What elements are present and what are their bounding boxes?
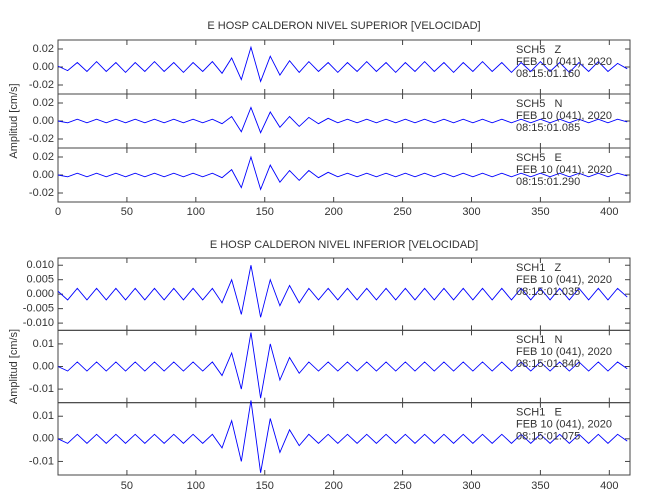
y-tick-label: 0.02	[33, 151, 54, 163]
x-tick-label: 400	[600, 206, 618, 218]
station-label: SCH1 Z	[516, 262, 562, 274]
waveform	[57, 155, 628, 191]
y-tick-label: 0.02	[33, 43, 54, 55]
y-tick-label: 0.00	[33, 360, 54, 372]
station-label: SCH1 E	[516, 407, 562, 419]
x-tick-label: 100	[187, 206, 205, 218]
time-label: 08:15:01.075	[516, 431, 580, 443]
x-tick-label: 200	[324, 206, 342, 218]
x-tick-label: 200	[324, 480, 342, 492]
date-label: FEB 10 (041), 2020	[516, 346, 612, 358]
waveform	[57, 332, 628, 399]
time-label: 08:15:01.085	[516, 122, 580, 134]
x-tick-label: 250	[393, 206, 411, 218]
y-axis-label: Amplitud [cm/s]	[8, 83, 20, 158]
time-label: 08:15:01.840	[516, 358, 580, 370]
date-label: FEB 10 (041), 2020	[516, 56, 612, 68]
date-label: FEB 10 (041), 2020	[516, 274, 612, 286]
y-tick-label: 0.005	[26, 274, 54, 286]
y-tick-label: 0.000	[26, 288, 54, 300]
station-label: SCH5 E	[516, 152, 562, 164]
waveform	[57, 265, 628, 318]
y-tick-label: -0.010	[23, 317, 54, 329]
station-label: SCH5 N	[516, 98, 563, 110]
x-tick-label: 350	[531, 206, 549, 218]
x-tick-label: 100	[187, 480, 205, 492]
y-tick-label: 0.00	[33, 115, 54, 127]
x-tick-label: 350	[531, 480, 549, 492]
x-tick-label: 150	[256, 480, 274, 492]
y-tick-label: -0.01	[29, 383, 54, 395]
time-label: 08:15:01.290	[516, 176, 580, 188]
waveform	[57, 400, 628, 473]
time-label: 08:15:01.160	[516, 68, 580, 80]
y-tick-label: -0.01	[29, 455, 54, 467]
y-tick-label: 0.01	[33, 410, 54, 422]
y-tick-label: -0.02	[29, 79, 54, 91]
x-tick-label: 150	[256, 206, 274, 218]
y-tick-label: 0.00	[33, 61, 54, 73]
x-tick-label: 50	[121, 206, 133, 218]
x-tick-label: 400	[600, 480, 618, 492]
y-axis-label: Amplitud [cm/s]	[8, 329, 20, 404]
x-tick-label: 50	[121, 480, 133, 492]
y-tick-label: -0.02	[29, 133, 54, 145]
y-tick-label: 0.01	[33, 338, 54, 350]
x-tick-label: 300	[462, 480, 480, 492]
y-tick-label: -0.005	[23, 303, 54, 315]
date-label: FEB 10 (041), 2020	[516, 419, 612, 431]
y-tick-label: 0.02	[33, 97, 54, 109]
x-tick-label: 300	[462, 206, 480, 218]
x-tick-label: 0	[55, 206, 61, 218]
chart-title: E HOSP CALDERON NIVEL INFERIOR [VELOCIDA…	[210, 239, 478, 251]
station-label: SCH1 N	[516, 334, 563, 346]
x-tick-label: 250	[393, 480, 411, 492]
y-tick-label: 0.00	[33, 169, 54, 181]
time-label: 08:15:01.035	[516, 286, 580, 298]
station-label: SCH5 Z	[516, 44, 562, 56]
date-label: FEB 10 (041), 2020	[516, 110, 612, 122]
y-tick-label: -0.02	[29, 187, 54, 199]
y-tick-label: 0.010	[26, 259, 54, 271]
waveform	[57, 106, 628, 134]
y-tick-label: 0.00	[33, 433, 54, 445]
date-label: FEB 10 (041), 2020	[516, 164, 612, 176]
chart-title: E HOSP CALDERON NIVEL SUPERIOR [VELOCIDA…	[207, 20, 480, 32]
waveform	[57, 45, 628, 83]
